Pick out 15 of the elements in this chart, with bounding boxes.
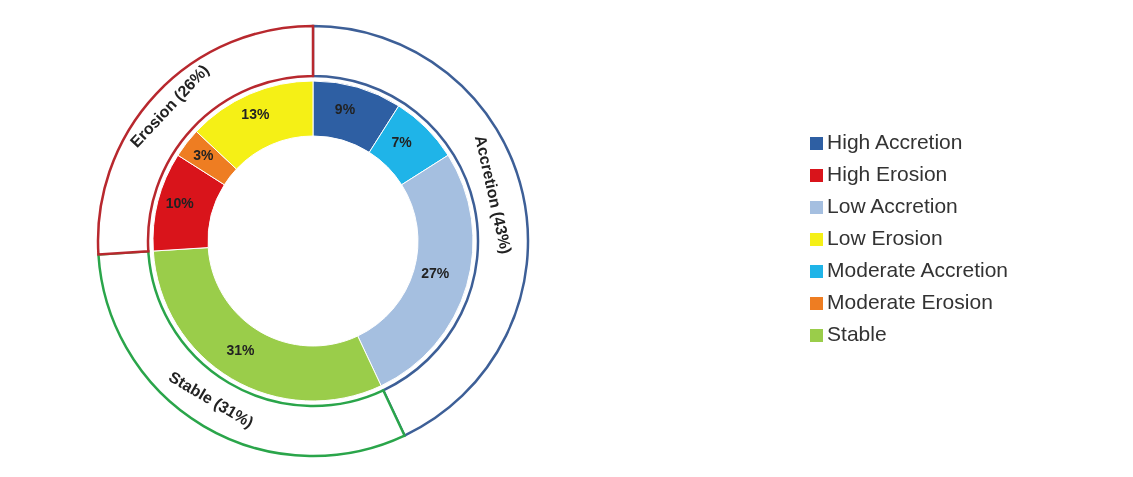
legend-label: High Accretion xyxy=(827,130,963,153)
data-label: 7% xyxy=(391,134,413,151)
data-label: 10% xyxy=(165,195,195,212)
data-label: 3% xyxy=(193,146,214,163)
legend-label: Moderate Accretion xyxy=(827,258,1008,281)
legend-label: Low Accretion xyxy=(827,194,958,217)
data-label: 27% xyxy=(421,264,450,281)
data-label: 9% xyxy=(334,100,356,117)
legend-label: Moderate Erosion xyxy=(827,290,993,313)
data-label: 13% xyxy=(241,106,270,123)
data-label: 31% xyxy=(226,342,256,359)
legend-label: Stable xyxy=(827,322,887,345)
legend-label: Low Erosion xyxy=(827,226,943,249)
legend-label: High Erosion xyxy=(827,162,948,185)
slice-label: Accretion (43%) xyxy=(471,133,515,256)
